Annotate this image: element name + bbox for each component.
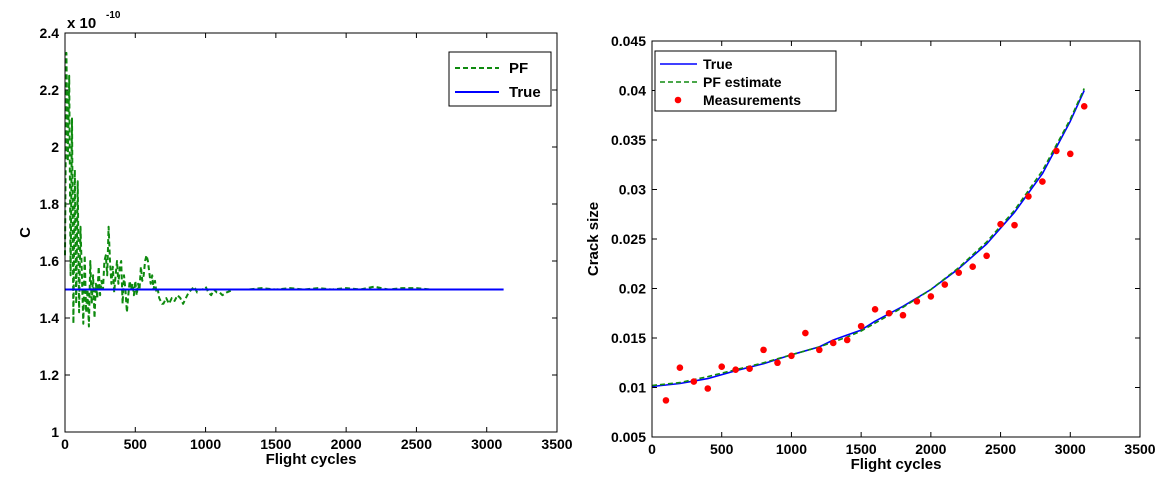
- x-axis-label: Flight cycles: [266, 451, 357, 468]
- measurement-point: [1011, 221, 1018, 229]
- x-axis-label: Flight cycles: [851, 456, 942, 473]
- y-tick-label: 1.4: [40, 310, 60, 326]
- x-tick-label: 1500: [846, 441, 877, 457]
- measurement-point: [788, 352, 795, 360]
- measurement-point: [760, 346, 767, 354]
- y-tick-label: 0.025: [611, 231, 646, 247]
- measurement-point: [885, 309, 893, 317]
- measurement-point: [913, 298, 921, 305]
- legend-pf-label: PF estimate: [703, 74, 782, 90]
- measurement-point: [899, 311, 907, 319]
- y-tick-label: 0.045: [611, 33, 646, 49]
- pf-estimate-series-line: [651, 88, 1085, 387]
- legend-box: [654, 50, 837, 112]
- measurement-point: [983, 252, 990, 260]
- legend-pf-label: PF: [509, 60, 528, 77]
- y-tick-label: 0.035: [611, 132, 646, 148]
- measurement-point: [1066, 150, 1074, 158]
- x-tick-label: 2000: [331, 436, 362, 452]
- legend-true-label: True: [703, 56, 733, 72]
- measurement-point: [732, 366, 739, 373]
- measurement-point: [802, 329, 809, 337]
- measurement-point: [662, 397, 670, 404]
- x-tick-label: 1000: [776, 441, 807, 457]
- y-tick-label: 2: [51, 139, 59, 155]
- measurement-point: [969, 263, 976, 271]
- measurement-point: [941, 281, 949, 288]
- y-tick-label: 0.01: [619, 380, 646, 396]
- y-tick-label: 0.015: [611, 330, 646, 346]
- measurement-point: [1039, 178, 1046, 185]
- x-tick-label: 3500: [541, 436, 572, 452]
- measurement-point: [1080, 103, 1088, 110]
- y-tick-label: 0.005: [611, 429, 646, 445]
- x-tick-label: 1000: [190, 436, 221, 452]
- measurement-point: [1025, 193, 1032, 200]
- x-tick-label: 3000: [1055, 441, 1086, 457]
- measurement-point: [718, 363, 726, 371]
- legend-measurements-label: Measurements: [703, 92, 801, 108]
- x-tick-label: 2000: [915, 441, 946, 457]
- x-tick-label: 0: [61, 436, 69, 452]
- measurement-point: [746, 365, 753, 372]
- y-tick-label: 1.2: [40, 367, 60, 383]
- measurement-point: [857, 322, 865, 330]
- x-tick-label: 3500: [1124, 441, 1155, 457]
- x-tick-label: 2500: [401, 436, 432, 452]
- legend-measurement-swatch: [674, 96, 682, 104]
- y-tick-label: 1: [51, 424, 59, 440]
- x-tick-label: 1500: [260, 436, 291, 452]
- y-axis-label: Crack size: [585, 202, 602, 276]
- y-tick-label: 2.2: [40, 82, 60, 98]
- y-tick-label: 2.4: [40, 25, 60, 41]
- measurement-point: [997, 220, 1004, 228]
- axes-box: [64, 32, 558, 433]
- legend-box: [448, 51, 552, 107]
- measurement-point: [955, 269, 963, 276]
- measurement-point: [676, 364, 684, 372]
- measurement-point: [843, 336, 851, 344]
- measurement-point: [927, 293, 935, 300]
- exponent-power: -10: [106, 10, 121, 21]
- y-tick-label: 0.04: [619, 83, 646, 99]
- x-tick-label: 500: [710, 441, 734, 457]
- x-tick-label: 2500: [985, 441, 1016, 457]
- measurement-point: [1053, 147, 1060, 155]
- chart-crack-size: 0 500 1000 1500 2000 2500 3000 3500 0.005 0.01 0.0…: [585, 33, 1156, 473]
- chart-crack-parameter: 0 500 1000 1500 2000 2500 3000 3500 1 1.2 1.4 1.6 1.…: [17, 10, 573, 468]
- measurement-point: [690, 378, 698, 385]
- axes-box: [651, 40, 1141, 438]
- y-tick-label: 0.02: [619, 281, 646, 297]
- x-tick-label: 500: [124, 436, 148, 452]
- y-axis-label: C: [17, 227, 34, 238]
- legend-true-label: True: [509, 84, 541, 101]
- y-tick-label: 0.03: [619, 182, 646, 198]
- measurement-point: [829, 339, 837, 347]
- measurement-point: [704, 385, 712, 392]
- measurement-point: [774, 359, 781, 367]
- x-tick-label: 0: [648, 441, 656, 457]
- exponent-label: x 10: [67, 15, 96, 32]
- measurement-point: [871, 305, 879, 313]
- y-tick-label: 1.6: [40, 253, 60, 269]
- y-tick-label: 1.8: [40, 196, 60, 212]
- measurement-point: [816, 346, 823, 354]
- x-tick-label: 3000: [471, 436, 502, 452]
